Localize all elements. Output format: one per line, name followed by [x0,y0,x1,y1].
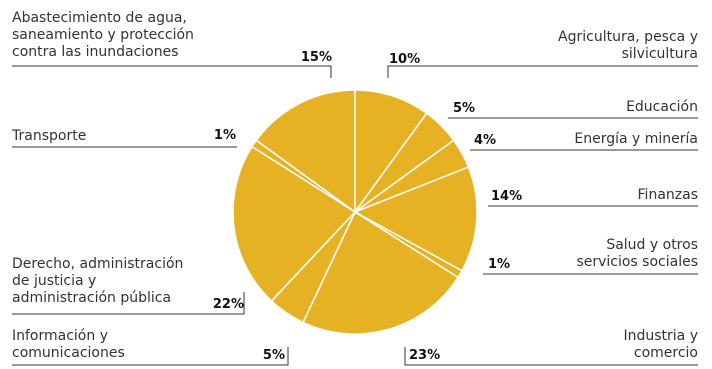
leader-agriculture [388,66,698,78]
label-law: Derecho, administración de justicia y admi… [12,256,183,307]
label-industry: Industria y comercio [623,328,698,362]
pct-transport: 1% [214,128,236,144]
leader-water [12,66,331,78]
pct-agriculture: 10% [389,52,420,68]
pct-education: 5% [453,101,475,117]
label-energy: Energía y minería [574,131,698,148]
label-information: Información y comunicaciones [12,328,125,362]
pie-slices [233,90,477,334]
label-water: Abastecimiento de agua, saneamiento y pro… [12,10,194,61]
label-health: Salud y otros servicios sociales [576,237,698,271]
label-agriculture: Agricultura, pesca y silvicultura [558,29,698,63]
pct-water: 15% [301,50,332,66]
pct-information: 5% [263,348,285,364]
pct-finance: 14% [491,189,522,205]
pct-energy: 4% [474,133,496,149]
label-finance: Finanzas [638,187,698,204]
pct-industry: 23% [409,348,440,364]
label-education: Educación [626,99,698,116]
label-transport: Transporte [12,128,86,145]
pct-health: 1% [488,257,510,273]
pct-law: 22% [213,297,244,313]
